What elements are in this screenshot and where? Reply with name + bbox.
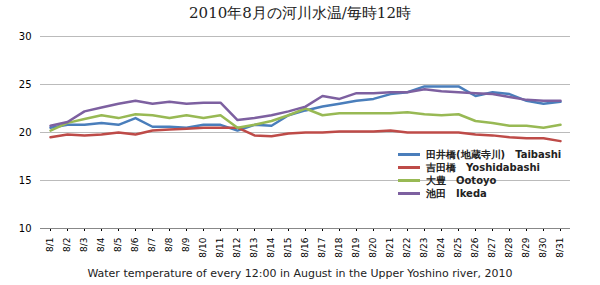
svg-text:8/31: 8/31: [555, 238, 565, 258]
svg-text:8/16: 8/16: [300, 237, 310, 257]
svg-text:8/30: 8/30: [538, 237, 548, 257]
svg-text:8/3: 8/3: [79, 238, 89, 252]
svg-text:8/17: 8/17: [317, 238, 327, 258]
svg-text:8/25: 8/25: [453, 238, 463, 258]
html-text:Water temperature of every 12:: Water temperature of every 12:00 in Augu…: [87, 267, 513, 280]
svg-text:8/8: 8/8: [164, 237, 174, 252]
html-text:池田 Ikeda: 池田 Ikeda: [426, 187, 487, 199]
svg-text:8/11: 8/11: [215, 238, 225, 258]
svg-text:8/29: 8/29: [521, 237, 531, 257]
svg-text:8/13: 8/13: [249, 238, 259, 258]
svg-text:8/23: 8/23: [419, 238, 429, 258]
svg-text:8/14: 8/14: [266, 237, 276, 257]
svg-text:8/1: 8/1: [45, 238, 55, 252]
svg-text:8/20: 8/20: [368, 237, 378, 257]
svg-text:8/19: 8/19: [351, 237, 361, 257]
svg-text:8/5: 8/5: [113, 238, 123, 252]
svg-text:8/9: 8/9: [181, 237, 191, 252]
svg-text:8/21: 8/21: [385, 238, 395, 258]
html-text:吉田橋 Yoshidabashi: 吉田橋 Yoshidabashi: [426, 161, 540, 173]
html-text:大豊 Ootoyo: 大豊 Ootoyo: [426, 174, 497, 186]
svg-text:8/28: 8/28: [504, 237, 514, 257]
svg-text:8/6: 8/6: [130, 237, 140, 252]
svg-text:8/2: 8/2: [62, 238, 72, 252]
svg-text:8/10: 8/10: [198, 237, 208, 257]
svg-text:10: 10: [19, 223, 32, 234]
svg-text:15: 15: [19, 175, 32, 186]
svg-text:8/12: 8/12: [232, 238, 242, 258]
svg-text:8/4: 8/4: [96, 237, 106, 252]
svg-text:8/26: 8/26: [470, 237, 480, 257]
svg-text:8/22: 8/22: [402, 238, 412, 258]
svg-text:25: 25: [19, 79, 32, 90]
svg-text:8/24: 8/24: [436, 237, 446, 257]
svg-text:8/27: 8/27: [487, 238, 497, 258]
svg-text:8/7: 8/7: [147, 238, 157, 252]
html-text:2010年8月の河川水温/毎時12時: 2010年8月の河川水温/毎時12時: [189, 4, 411, 22]
html-text:田井橋(地蔵寺川) Taibashi: 田井橋(地蔵寺川) Taibashi: [426, 148, 562, 160]
svg-text:20: 20: [19, 127, 32, 138]
svg-text:30: 30: [19, 31, 32, 42]
svg-text:8/18: 8/18: [334, 237, 344, 257]
svg-text:8/15: 8/15: [283, 238, 293, 258]
